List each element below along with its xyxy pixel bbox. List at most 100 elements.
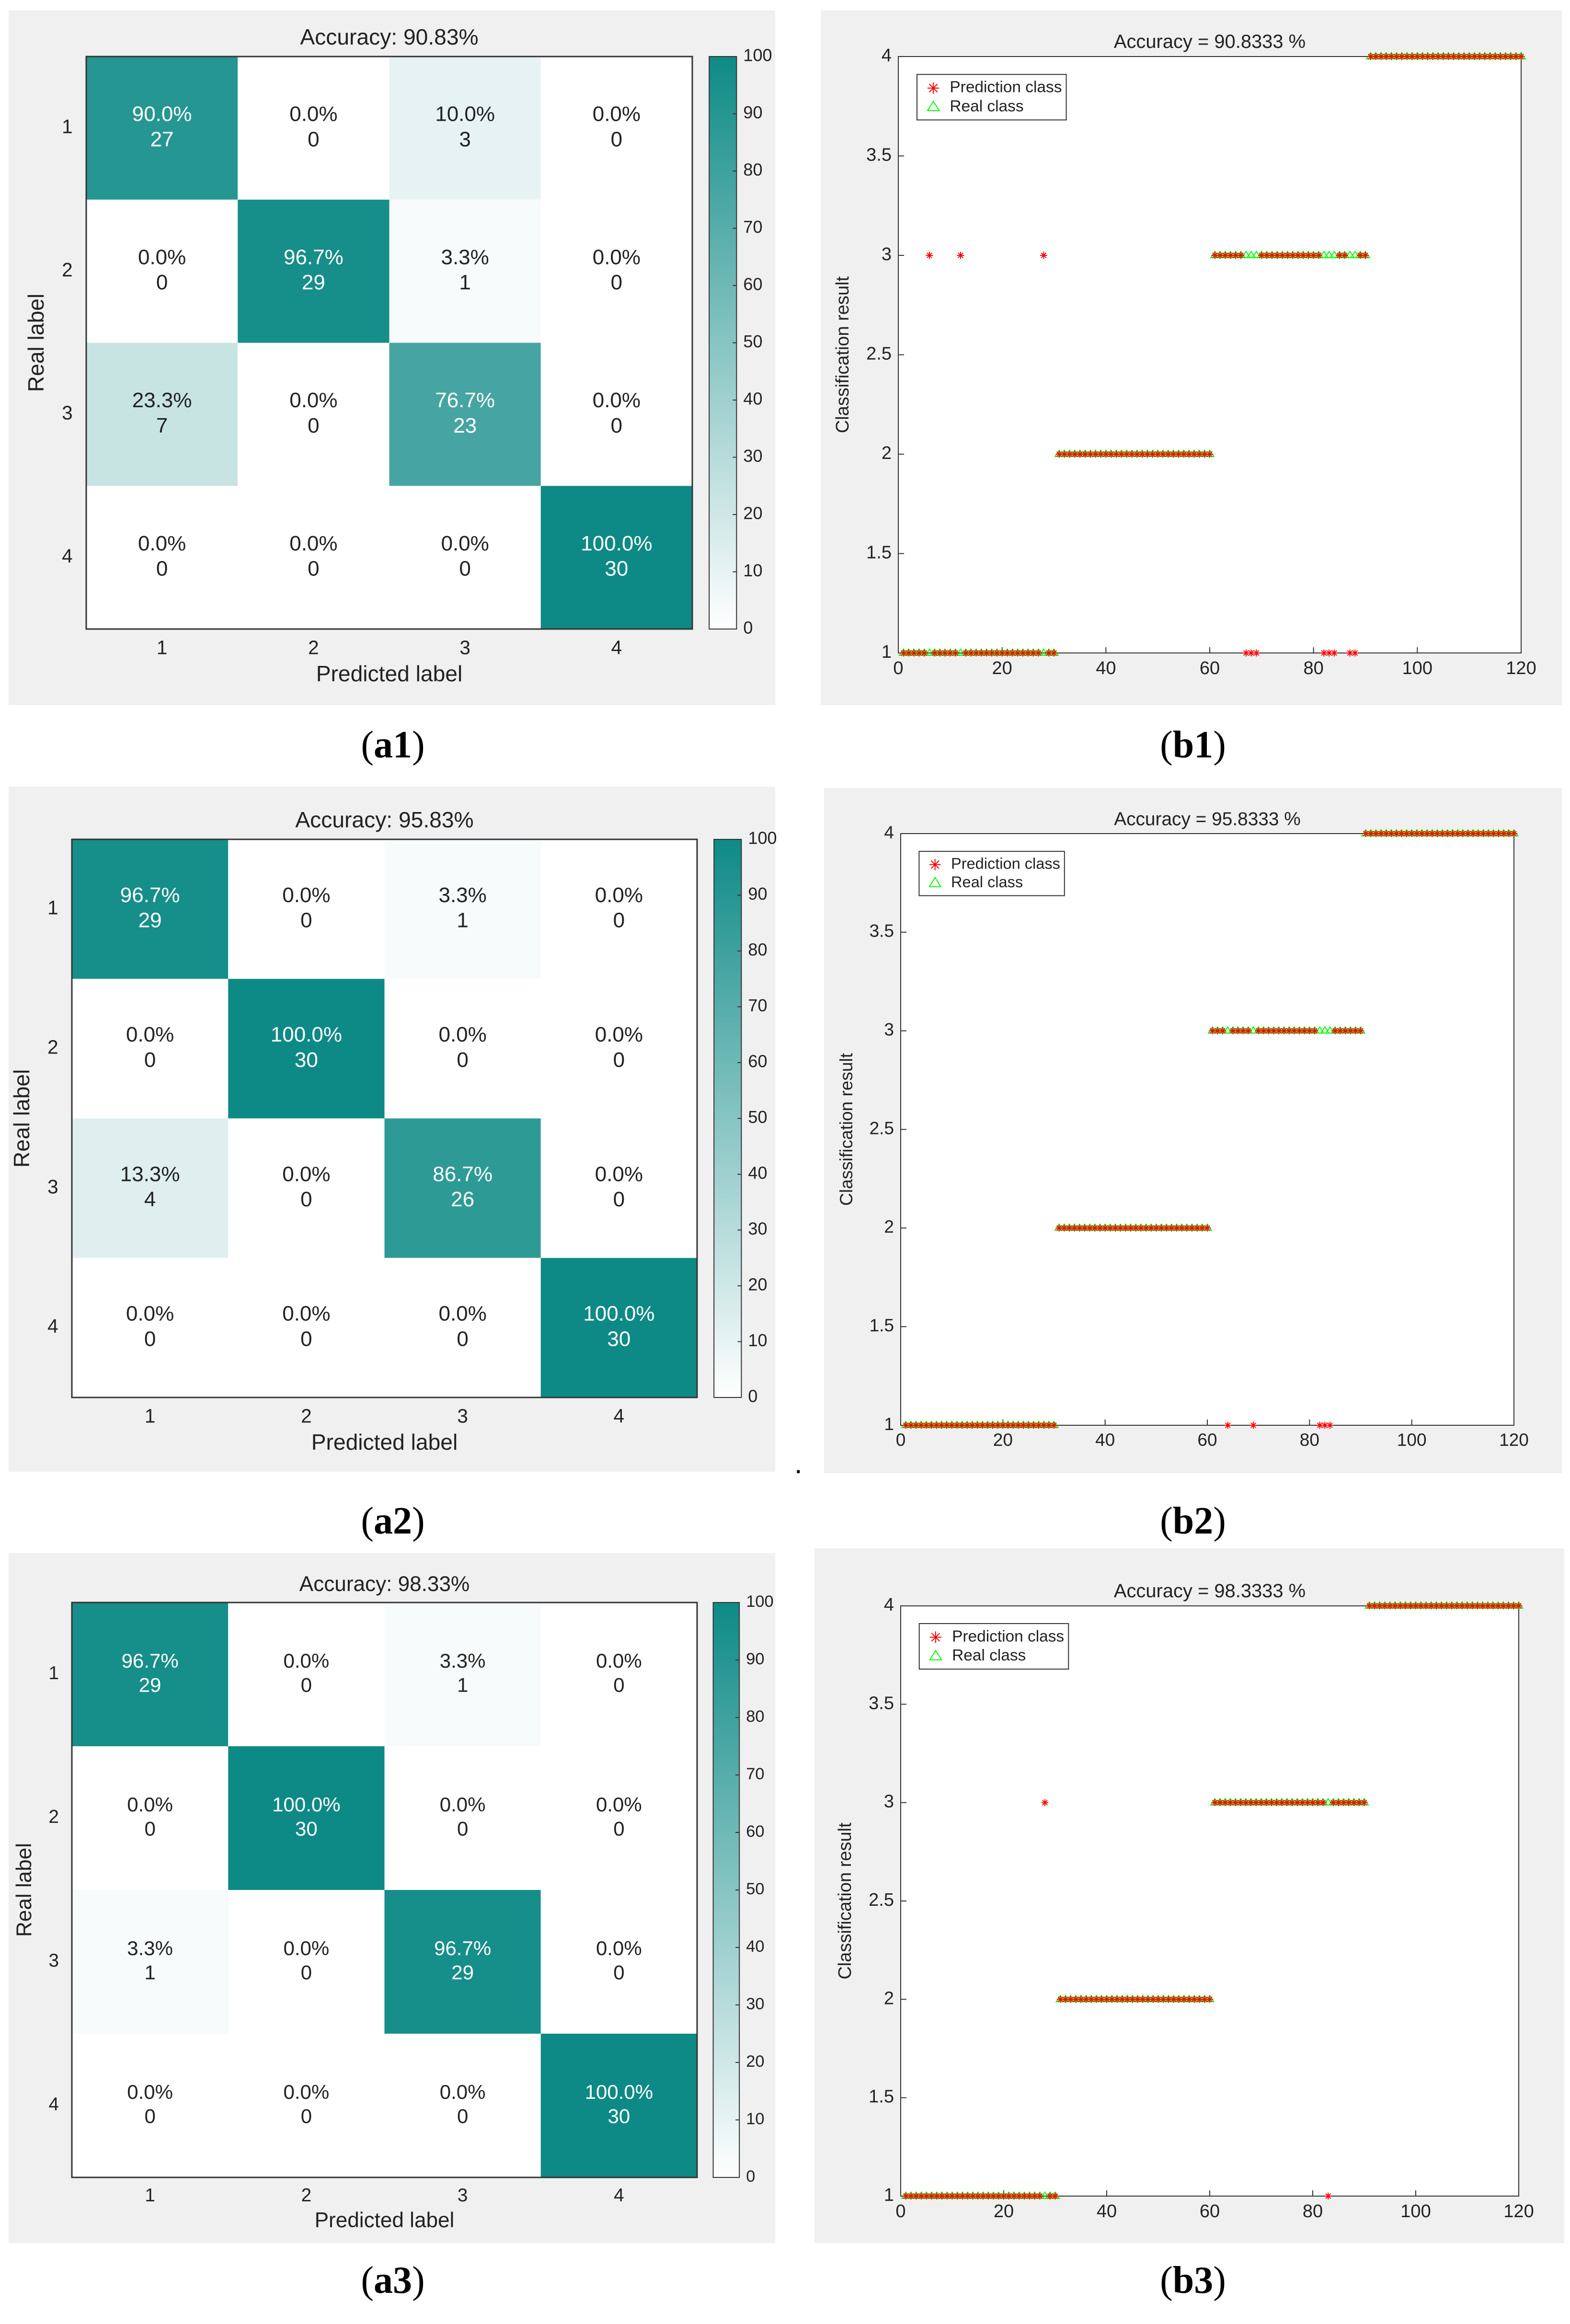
prediction-class-marker <box>1391 1602 1399 1610</box>
y-tick-label: 1.5 <box>869 2087 894 2107</box>
prediction-class-marker <box>989 1421 997 1429</box>
colorbar-tick-label: 40 <box>748 1163 767 1183</box>
cell-count-label: 29 <box>451 1961 474 1983</box>
chart-title: Accuracy = 95.8333 % <box>1114 809 1301 830</box>
prediction-class-marker <box>1314 1799 1322 1806</box>
prediction-class-marker <box>1193 1225 1201 1232</box>
x-tick-label: 40 <box>1095 1430 1115 1450</box>
cell-percent-label: 96.7% <box>434 1937 491 1959</box>
prediction-class-marker <box>1030 1421 1037 1429</box>
prediction-class-marker <box>1191 1996 1198 2003</box>
real-class-marker <box>1350 250 1360 258</box>
prediction-class-marker <box>1035 649 1042 657</box>
prediction-class-marker <box>1337 1027 1344 1034</box>
prediction-class-marker <box>1397 1602 1404 1610</box>
cell-count-label: 30 <box>295 1048 318 1072</box>
prediction-class-marker <box>1062 1996 1069 2003</box>
prediction-class-marker <box>936 649 944 657</box>
prediction-class-marker <box>1180 1996 1188 2003</box>
y-tick-label: 1 <box>62 115 73 137</box>
y-tick-label: 4 <box>48 2094 58 2115</box>
prediction-class-marker <box>1434 53 1442 60</box>
chart-title: Accuracy: 90.83% <box>300 24 478 49</box>
real-class-marker <box>1344 250 1355 258</box>
matrix-cell <box>540 2034 697 2177</box>
prediction-class-marker <box>902 1421 909 1429</box>
prediction-class-marker <box>999 1421 1007 1429</box>
prediction-class-marker <box>1098 1996 1105 2003</box>
y-tick-label: 1.5 <box>870 1316 894 1335</box>
y-tick-label: 3 <box>62 402 73 424</box>
prediction-class-marker <box>1355 1799 1363 1806</box>
prediction-class-marker <box>1310 252 1318 259</box>
prediction-class-marker <box>1309 1799 1317 1806</box>
matrix-cell <box>228 1118 385 1258</box>
prediction-class-marker <box>1117 1225 1124 1232</box>
prediction-class-marker <box>1485 830 1492 837</box>
prediction-class-marker <box>1289 252 1296 259</box>
cell-percent-label: 10.0% <box>435 103 495 126</box>
prediction-class-marker <box>1188 1225 1196 1232</box>
prediction-class-marker <box>1056 1996 1064 2003</box>
real-class-marker <box>1315 1026 1325 1034</box>
cell-count-label: 29 <box>139 1673 161 1696</box>
prediction-class-marker <box>1331 1027 1339 1034</box>
legend-real-marker <box>928 876 942 887</box>
prediction-class-marker <box>1460 53 1468 60</box>
cell-percent-label: 0.0% <box>126 1023 174 1046</box>
y-tick-label: 1 <box>48 1663 58 1683</box>
prediction-class-marker <box>1387 830 1395 837</box>
x-tick-label: 2 <box>308 636 319 658</box>
colorbar-tick-label: 40 <box>743 389 762 409</box>
prediction-class-marker <box>1464 1602 1471 1610</box>
prediction-class-marker <box>1253 649 1260 657</box>
cell-count-label: 0 <box>308 127 319 151</box>
x-tick-label: 4 <box>614 2185 624 2206</box>
prediction-class-marker <box>1398 53 1406 60</box>
legend-entry: Prediction class <box>950 79 1062 96</box>
x-axis-label: Predicted label <box>315 2209 455 2232</box>
prediction-class-marker <box>1299 252 1307 259</box>
cell-count-label: 0 <box>300 1327 312 1351</box>
prediction-class-marker <box>1419 53 1426 60</box>
y-tick-label: 1 <box>884 2185 894 2205</box>
prediction-class-marker <box>1475 830 1482 837</box>
y-tick-label: 3.5 <box>869 1693 894 1713</box>
x-tick-label: 60 <box>1200 2201 1220 2221</box>
cell-percent-label: 0.0% <box>289 532 337 555</box>
prediction-class-marker <box>1004 1421 1012 1429</box>
prediction-class-marker <box>1008 649 1016 657</box>
prediction-class-marker <box>1505 1602 1512 1610</box>
prediction-class-marker <box>1479 1602 1487 1610</box>
prediction-class-marker <box>1352 1027 1359 1034</box>
matrix-cell <box>228 979 385 1119</box>
prediction-class-marker <box>1237 1799 1244 1806</box>
prediction-class-marker <box>1129 1996 1136 2003</box>
prediction-class-marker <box>1311 1027 1318 1034</box>
prediction-class-marker <box>902 2192 910 2200</box>
matrix-cell <box>72 1746 229 1890</box>
prediction-class-marker <box>1107 1225 1114 1232</box>
y-tick-label: 3 <box>884 1792 894 1812</box>
prediction-class-marker <box>1072 1996 1079 2003</box>
cell-count-label: 27 <box>150 127 174 151</box>
prediction-class-marker <box>1185 1996 1193 2003</box>
prediction-class-marker <box>938 2192 946 2200</box>
matrix-cell <box>540 199 692 343</box>
prediction-class-marker <box>1458 1602 1466 1610</box>
prediction-class-marker <box>967 649 975 657</box>
cell-count-label: 30 <box>607 1327 630 1351</box>
cell-percent-label: 0.0% <box>138 532 186 555</box>
prediction-class-marker <box>1449 830 1456 837</box>
prediction-class-marker <box>1341 252 1349 259</box>
x-tick-label: 20 <box>992 658 1012 678</box>
cell-count-label: 4 <box>144 1188 156 1211</box>
cell-count-label: 7 <box>156 414 168 437</box>
cell-percent-label: 13.3% <box>120 1162 180 1186</box>
colorbar-tick-label: 60 <box>746 1822 764 1841</box>
prediction-class-marker <box>1453 1602 1461 1610</box>
caption-b2: (b2) <box>1160 1500 1226 1542</box>
prediction-class-marker <box>1335 1799 1342 1806</box>
